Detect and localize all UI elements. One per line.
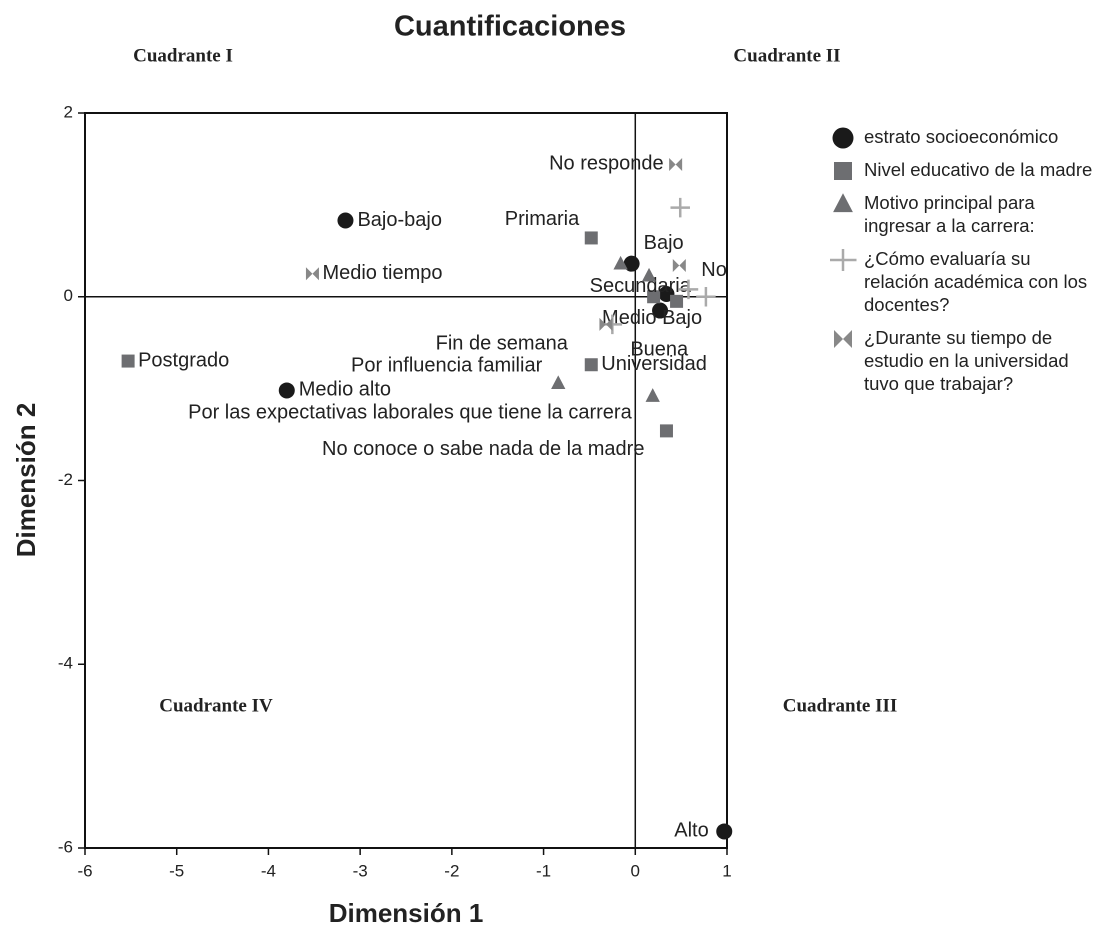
legend-entry: estrato socioeconómico [830,125,1095,149]
annotation: Cuadrante IV [159,695,273,716]
point-label: Bajo-bajo [357,209,442,231]
legend-marker [832,127,854,149]
point [716,823,733,840]
point [613,255,628,270]
point-label: Universidad [601,353,707,375]
y-tick-label: -2 [58,470,73,489]
annotation: Cuadrante I [133,45,233,66]
annotation: Cuadrante II [733,45,840,66]
point [834,162,852,180]
x-tick-label: -6 [77,861,92,880]
point [669,157,683,171]
point-label: Alto [674,820,708,842]
legend-label: ¿Cómo evaluaría su relación académica co… [864,248,1088,315]
point [599,317,613,331]
y-axis-label: Dimensión 2 [11,403,41,558]
point [551,375,566,389]
y-tick-label: 0 [64,286,73,305]
x-tick-label: 0 [631,861,640,880]
legend-label: Motivo principal para ingresar a la carr… [864,192,1035,236]
y-tick-label: -4 [58,654,73,673]
legend-marker [830,249,857,271]
point-label: Secundaria [590,275,692,297]
y-tick-label: -6 [58,837,73,856]
point-label: No responde [549,153,664,175]
point [337,212,354,229]
point-label: Fin de semana [436,333,569,355]
y-tick-label: 2 [64,102,73,121]
legend-entry: ¿Durante su tiempo de estudio en la univ… [830,326,1095,395]
x-axis-label: Dimensión 1 [329,898,484,928]
point [696,287,716,307]
x-tick-label: 1 [722,861,731,880]
point-label: Por influencia familiar [351,354,543,376]
point [678,279,699,300]
point-label: Medio Bajo [602,307,702,329]
chart-title: Cuantificaciones [394,11,626,43]
point [672,259,686,273]
legend-entry: Nivel educativo de la madre [830,158,1095,181]
point-label: Por las expectativas laborales que tiene… [188,401,632,423]
point [670,294,684,308]
annotation: Cuadrante III [783,695,898,716]
point [647,290,661,304]
point [623,255,640,272]
legend-label: Nivel educativo de la madre [864,159,1093,180]
point [584,358,598,372]
point [645,388,660,402]
x-tick-label: -1 [536,861,551,880]
point-label: No conoce o sabe nada de la madre [322,438,644,460]
x-tick-label: -2 [444,861,459,880]
legend-marker [834,330,852,348]
point [121,354,135,368]
point [278,382,295,399]
point [670,197,690,218]
point [834,330,852,348]
point [584,231,598,245]
legend: estrato socioeconómico Nivel educativo de… [830,125,1095,405]
point-label: Primaria [505,208,580,230]
point [830,249,857,271]
point-label: No [701,259,727,281]
point-label: Bajo [644,232,684,254]
point [659,424,673,438]
point [305,267,319,281]
legend-label: estrato socioeconómico [864,126,1059,147]
legend-entry: ¿Cómo evaluaría su relación académica co… [830,247,1095,316]
point [641,267,657,282]
legend-marker [833,193,853,213]
legend-label: ¿Durante su tiempo de estudio en la univ… [864,327,1069,394]
point [652,302,669,319]
x-tick-label: -5 [169,861,184,880]
legend-marker [834,162,852,180]
point [832,127,854,149]
x-tick-label: -4 [261,861,276,880]
point-label: Medio tiempo [322,262,442,284]
point [833,193,853,213]
point-label: Buena [630,339,689,361]
point-label: Medio alto [299,379,391,401]
point-label: Postgrado [138,349,229,371]
legend-entry: Motivo principal para ingresar a la carr… [830,191,1095,237]
x-tick-label: -3 [353,861,368,880]
